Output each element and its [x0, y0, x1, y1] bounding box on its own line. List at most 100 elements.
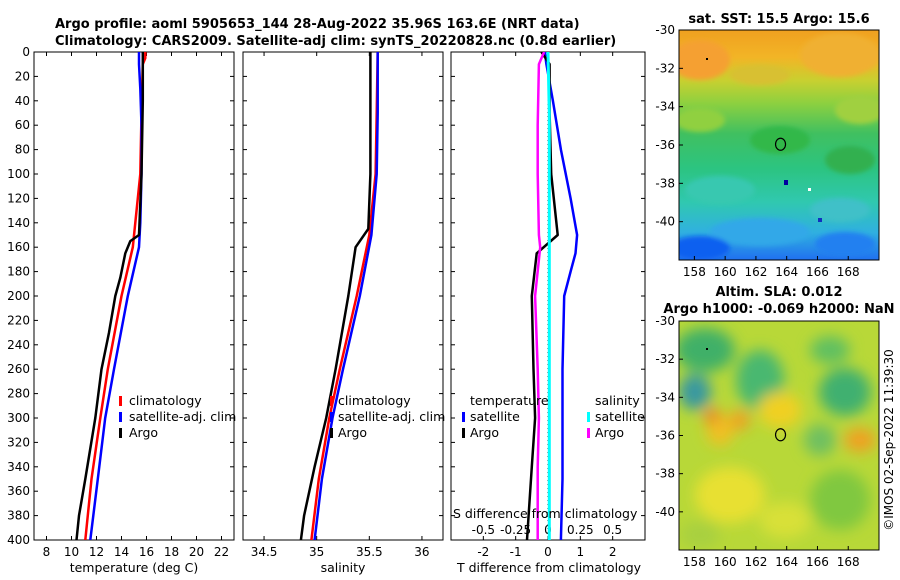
y-tick-label: -38 — [655, 467, 675, 481]
legend-swatch-t-argo — [462, 428, 465, 438]
x-tick-label: 160 — [714, 555, 737, 569]
legend-argo: Argo — [338, 425, 367, 440]
y-tick-label: -38 — [655, 176, 675, 190]
x-tick-label: 162 — [744, 555, 767, 569]
s-tick-label: 0.25 — [567, 523, 594, 537]
salinity-xlabel: salinity — [321, 560, 366, 575]
y-tick-label: 360 — [7, 484, 30, 498]
x-tick-label: 12 — [89, 545, 104, 559]
y-tick-label: 280 — [7, 387, 30, 401]
y-tick-label: 400 — [7, 533, 30, 547]
sst-field — [679, 30, 879, 260]
x-tick-label: 8 — [43, 545, 51, 559]
y-tick-label: -36 — [655, 138, 675, 152]
legend-t-argo: Argo — [470, 425, 499, 440]
x-tick-label: 162 — [744, 265, 767, 279]
x-tick-label: 35 — [309, 545, 324, 559]
legend-climatology: climatology — [338, 393, 411, 408]
series-line-argo — [75, 52, 145, 540]
series-line-t-argo — [525, 52, 559, 540]
legend-swatch-argo — [119, 428, 122, 438]
legend-temperature-heading: temperature — [470, 393, 549, 408]
x-tick-label: 166 — [806, 265, 829, 279]
figure-title-line2: Climatology: CARS2009. Satellite-adj cli… — [55, 34, 616, 49]
s-tick-label: -0.25 — [500, 523, 531, 537]
s-tick-label: 0.5 — [603, 523, 622, 537]
legend-swatch-satellite — [330, 412, 333, 422]
y-tick-label: -34 — [655, 100, 675, 114]
x-tick-label: 164 — [775, 265, 798, 279]
y-tick-label: 20 — [15, 69, 30, 83]
x-tick-label: 160 — [714, 265, 737, 279]
x-tick-label: 36 — [414, 545, 429, 559]
series-line-t-satellite — [543, 52, 579, 540]
y-tick-label: -36 — [655, 429, 675, 443]
y-tick-label: 160 — [7, 240, 30, 254]
y-tick-label: -40 — [655, 505, 675, 519]
legend-swatch-s-satellite — [587, 412, 590, 422]
salinity-axes — [242, 51, 444, 541]
x-tick-label: 35.5 — [356, 545, 383, 559]
temperature-legend: climatology satellite-adj. clim Argo — [119, 393, 236, 440]
y-tick-label: 320 — [7, 435, 30, 449]
sla-map-panel: Altim. SLA: 0.012 Argo h1000: -0.069 h20… — [655, 285, 894, 569]
x-tick-label: 20 — [189, 545, 204, 559]
x-tick-label: 18 — [164, 545, 179, 559]
t-difference-xlabel: T difference from climatology — [456, 560, 642, 575]
x-tick-label: 10 — [64, 545, 79, 559]
y-tick-label: 60 — [15, 118, 30, 132]
y-tick-label: 300 — [7, 411, 30, 425]
x-tick-label: 16 — [139, 545, 154, 559]
sla-title-line1: Altim. SLA: 0.012 — [716, 285, 843, 300]
legend-swatch-argo — [330, 428, 333, 438]
series-line-climatology — [310, 52, 379, 540]
y-tick-label: 140 — [7, 216, 30, 230]
legend-satellite: satellite-adj. clim — [338, 409, 445, 424]
x-tick-label: 2 — [609, 545, 617, 559]
legend-s-satellite: satellite — [595, 409, 645, 424]
y-tick-label: 200 — [7, 289, 30, 303]
legend-s-argo: Argo — [595, 425, 624, 440]
y-tick-label: -32 — [655, 352, 675, 366]
salinity-legend: climatology satellite-adj. clim Argo — [330, 393, 445, 440]
x-tick-label: 164 — [775, 555, 798, 569]
y-tick-label: 240 — [7, 338, 30, 352]
x-tick-label: -1 — [510, 545, 522, 559]
s-tick-label: -0.5 — [472, 523, 495, 537]
sst-title: sat. SST: 15.5 Argo: 15.6 — [688, 12, 869, 27]
legend-climatology: climatology — [129, 393, 202, 408]
difference-legend: temperature satellite Argo salinity sate… — [462, 393, 645, 440]
x-tick-label: 168 — [837, 555, 860, 569]
y-tick-label: -30 — [655, 314, 675, 328]
x-tick-label: 168 — [837, 265, 860, 279]
argo-location-marker — [774, 137, 787, 151]
salinity-panel: 34.5 35 35.5 36 salinity climatology satell… — [242, 51, 445, 575]
y-tick-label: 0 — [22, 45, 30, 59]
legend-satellite: satellite-adj. clim — [129, 409, 236, 424]
legend-salinity-heading: salinity — [595, 393, 640, 408]
y-tick-label: -30 — [655, 23, 675, 37]
y-tick-label: 180 — [7, 265, 30, 279]
sla-field — [679, 321, 879, 550]
y-tick-label: 340 — [7, 460, 30, 474]
x-tick-label: -2 — [477, 545, 489, 559]
x-tick-label: 158 — [683, 265, 706, 279]
y-tick-label: 80 — [15, 143, 30, 157]
s-difference-label: S difference from climatology — [453, 506, 638, 521]
y-tick-label: 380 — [7, 509, 30, 523]
x-tick-label: 1 — [577, 545, 585, 559]
x-tick-label: 34.5 — [251, 545, 278, 559]
sla-title-line2: Argo h1000: -0.069 h2000: NaN — [663, 302, 894, 317]
x-tick-label: 0 — [544, 545, 552, 559]
legend-argo: Argo — [129, 425, 158, 440]
legend-swatch-satellite — [119, 412, 122, 422]
figure-title-line1: Argo profile: aoml 5905653_144 28-Aug-20… — [55, 17, 580, 32]
y-tick-label: 100 — [7, 167, 30, 181]
y-tick-label: 120 — [7, 191, 30, 205]
temperature-xlabel: temperature (deg C) — [70, 560, 199, 575]
series-line-s-satellite — [546, 52, 551, 540]
x-tick-label: 22 — [214, 545, 229, 559]
legend-swatch-climatology — [119, 396, 122, 406]
y-tick-label: 220 — [7, 313, 30, 327]
